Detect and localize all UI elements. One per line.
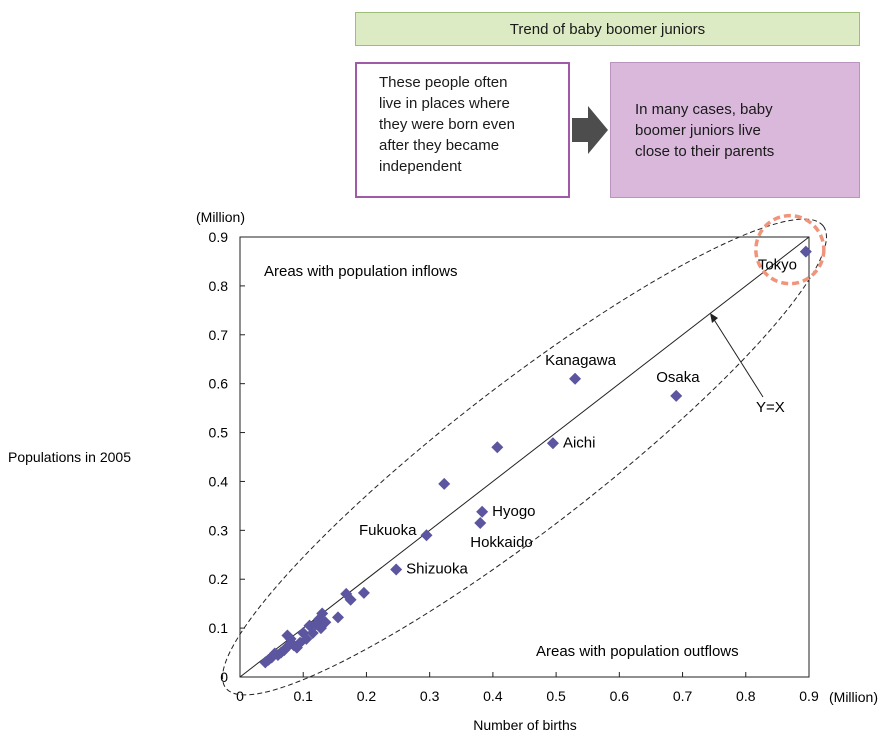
ref-line-label: Y=X (756, 399, 785, 416)
tokyo-highlight-circle (754, 213, 826, 286)
data-point (344, 593, 357, 606)
data-point (546, 437, 559, 450)
y-axis-label: Populations in 2005 (8, 449, 131, 465)
point-label: Tokyo (758, 257, 797, 274)
data-point (474, 517, 487, 529)
x-tick-label: 0 (236, 688, 244, 704)
data-point (390, 563, 403, 576)
banner-title: Trend of baby boomer juniors (355, 12, 860, 46)
cause-box: These people often live in places where … (355, 62, 570, 198)
x-tick-label: 0.8 (736, 688, 756, 704)
point-label: Shizuoka (406, 560, 468, 577)
y-tick-label: 0.2 (209, 571, 229, 587)
effect-box: In many cases, baby boomer juniors live … (610, 62, 860, 198)
data-point (259, 656, 272, 669)
x-axis-label: Number of births (473, 717, 576, 733)
y-tick-label: 0.3 (209, 522, 229, 538)
data-point (799, 245, 812, 258)
point-label: Kanagawa (545, 352, 617, 369)
data-point (306, 627, 319, 639)
y-tick-label: 0.5 (209, 425, 229, 441)
x-tick-label: 0.3 (420, 688, 440, 704)
x-tick-label: 0.4 (483, 688, 503, 704)
data-point (331, 611, 344, 624)
y-tick-label: 0.6 (209, 376, 229, 392)
x-unit-label: (Million) (829, 689, 878, 705)
y-unit-label: (Million) (196, 209, 245, 225)
point-label: Hokkaido (470, 534, 533, 551)
y-tick-label: 0.9 (209, 229, 229, 245)
point-label: Fukuoka (359, 522, 417, 539)
region-label-inflows: Areas with population inflows (264, 263, 457, 280)
x-tick-label: 0.2 (357, 688, 377, 704)
arrow-right-icon (572, 106, 608, 154)
point-label: Aichi (563, 434, 596, 451)
reference-line (239, 236, 810, 678)
ref-line-pointer (712, 317, 764, 398)
data-point (438, 477, 451, 490)
y-tick-label: 0.8 (209, 278, 229, 294)
cluster-ellipse (222, 218, 827, 696)
data-point (670, 389, 683, 402)
y-tick-label: 0.4 (209, 473, 229, 489)
y-tick-label: 0.1 (209, 620, 229, 636)
data-point (314, 622, 327, 635)
x-tick-label: 0.5 (546, 688, 566, 704)
point-label: Hyogo (492, 503, 535, 520)
x-tick-label: 0.9 (799, 688, 819, 704)
data-point (357, 586, 370, 599)
data-point (491, 441, 504, 454)
ref-line-pointer-head (710, 313, 718, 323)
data-point (420, 529, 433, 542)
region-label-outflows: Areas with population outflows (536, 643, 739, 660)
x-tick-label: 0.1 (293, 688, 313, 704)
data-point (476, 505, 489, 518)
x-tick-label: 0.6 (610, 688, 630, 704)
data-point (569, 372, 582, 385)
x-tick-label: 0.7 (673, 688, 693, 704)
plot-frame (239, 236, 810, 678)
data-point (290, 641, 303, 654)
y-tick-label: 0.7 (209, 327, 229, 343)
y-tick-label: 0 (220, 669, 228, 685)
point-label: Osaka (656, 369, 700, 386)
